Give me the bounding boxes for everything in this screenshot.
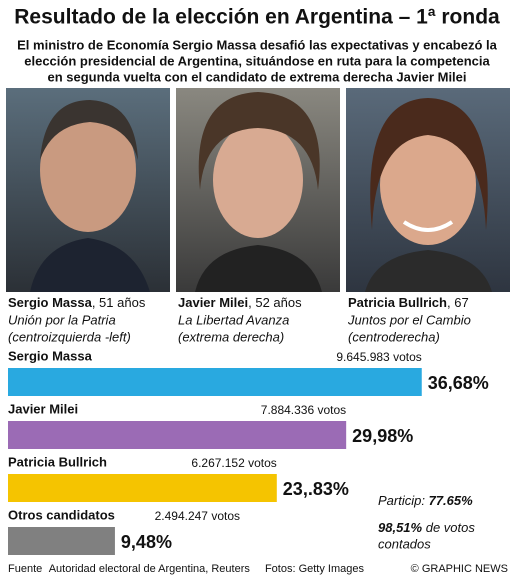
vote-label: 9.645.983 votos	[336, 350, 421, 364]
bar	[8, 368, 422, 396]
photo	[346, 88, 510, 292]
age: , 67	[447, 295, 469, 310]
turnout-label: Particip:	[378, 493, 425, 508]
party: La Libertad Avanza	[178, 312, 289, 327]
subtitle: en segunda vuelta con el candidato de ex…	[47, 69, 466, 84]
ideology: (extrema derecha)	[178, 329, 284, 344]
bar	[8, 474, 277, 502]
source: Autoridad electoral de Argentina, Reuter…	[49, 563, 251, 575]
credit: © GRAPHIC NEWS	[411, 563, 508, 575]
candidate-name: Patricia Bullrich, 67	[348, 295, 469, 310]
photo	[6, 88, 170, 292]
source-label: Fuente	[8, 563, 42, 575]
subtitle: El ministro de Economía Sergio Massa des…	[17, 37, 498, 52]
counted-label: contados	[378, 536, 431, 551]
turnout: Particip: 77.65%	[378, 493, 473, 508]
vote-label: 6.267.152 votos	[191, 456, 276, 470]
value-label: 36,68%	[428, 373, 489, 393]
name: Patricia Bullrich	[348, 295, 447, 310]
candidate-name: Sergio Massa, 51 años	[8, 295, 146, 310]
vote-label: 7.884.336 votos	[261, 403, 346, 417]
value-label: 29,98%	[352, 426, 413, 446]
counted-value: 98,51%	[378, 520, 423, 535]
age: , 51 años	[92, 295, 146, 310]
category-label: Sergio Massa	[8, 348, 93, 363]
vote-label: 2.494.247 votos	[155, 509, 240, 523]
counted-label: de votos	[426, 520, 476, 535]
bar	[8, 421, 347, 449]
category-label: Patricia Bullrich	[8, 454, 107, 469]
title: Resultado de la elección en Argentina – …	[14, 6, 500, 29]
candidate-name: Javier Milei, 52 años	[178, 295, 302, 310]
category-label: Javier Milei	[8, 401, 78, 416]
name: Sergio Massa	[8, 295, 93, 310]
counted: 98,51% de votos	[378, 520, 475, 535]
footer: Fuente Autoridad electoral de Argentina,…	[8, 563, 364, 575]
age: , 52 años	[248, 295, 302, 310]
value-label: 23,.83%	[283, 479, 349, 499]
name: Javier Milei	[178, 295, 248, 310]
bar	[8, 527, 115, 555]
category-label: Otros candidatos	[8, 507, 115, 522]
ideology: (centroizquierda -left)	[8, 329, 131, 344]
party: Unión por la Patria	[8, 312, 116, 327]
value-label: 9,48%	[121, 532, 172, 552]
turnout-value: 77.65%	[429, 493, 474, 508]
ideology: (centroderecha)	[348, 329, 440, 344]
photo-credit: Fotos: Getty Images	[265, 563, 365, 575]
photo	[176, 88, 340, 292]
party: Juntos por el Cambio	[347, 312, 471, 327]
subtitle: elección presidencial de Argentina, situ…	[24, 53, 490, 68]
